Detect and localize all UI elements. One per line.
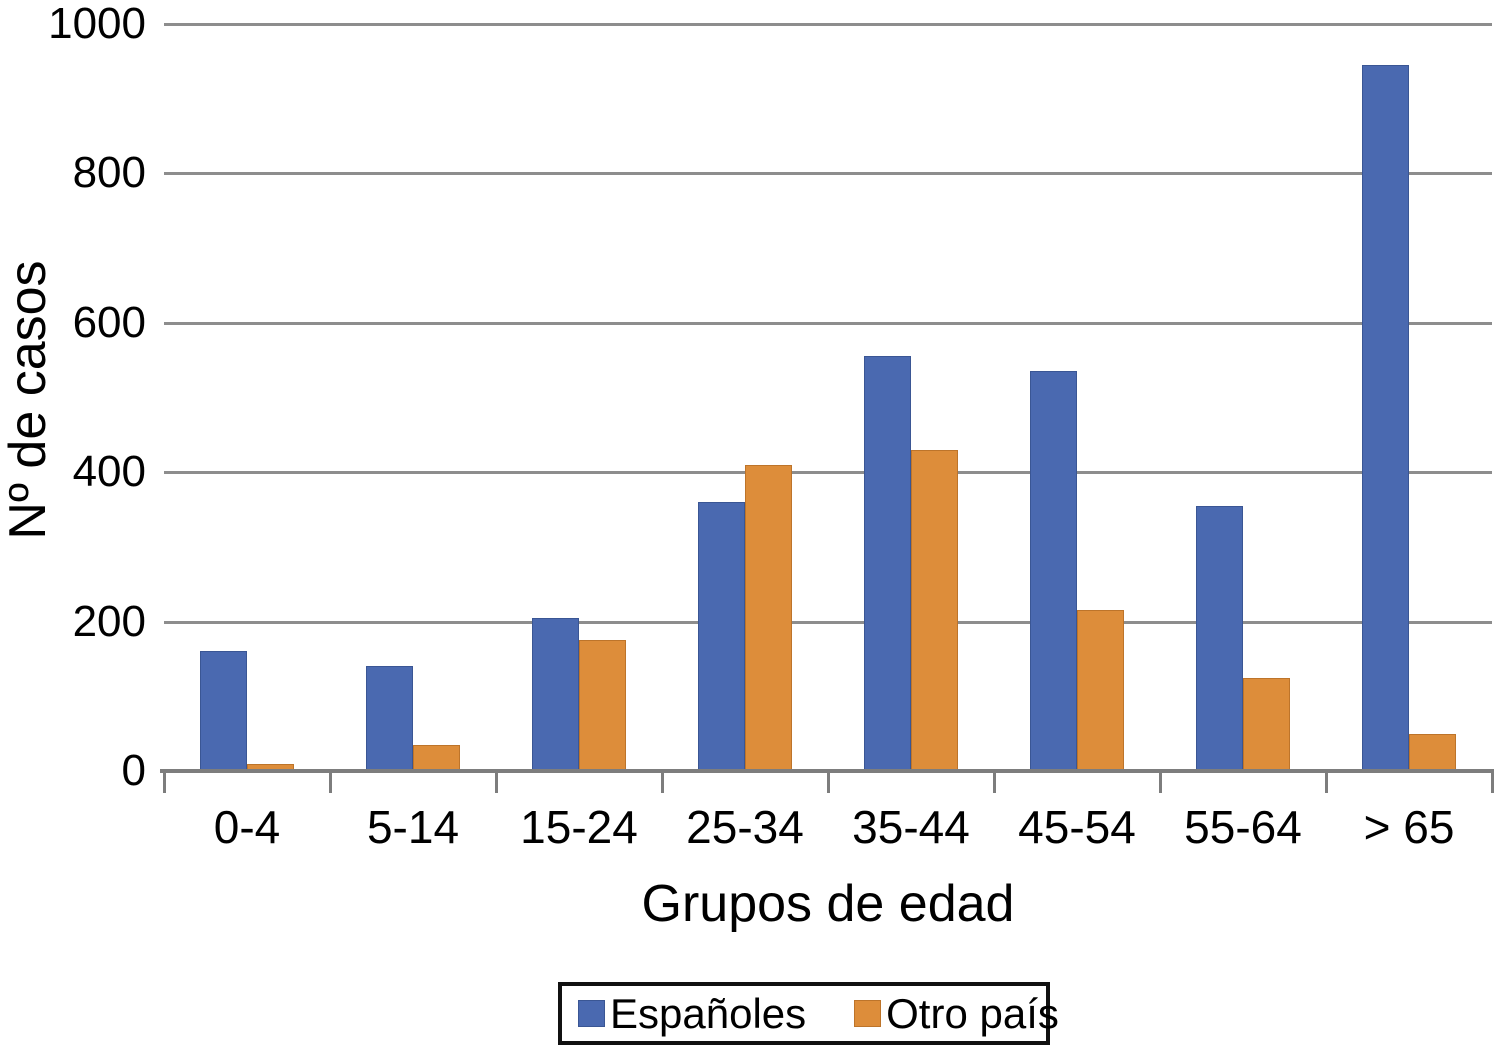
legend-swatch-otro-pais [854, 1000, 882, 1027]
gridline-200 [164, 620, 1492, 624]
x-axis-tick [328, 773, 332, 793]
bar-group-0-4 [164, 651, 330, 771]
x-tick-label-25-34: 25-34 [686, 801, 804, 853]
x-tick-label-65: > 65 [1363, 801, 1455, 853]
legend-entry-espanoles: Españoles [578, 989, 807, 1037]
x-axis-tick [826, 773, 830, 793]
bar-espanoles-35-44 [864, 356, 911, 771]
gridline-1000 [164, 23, 1492, 26]
x-tick-label-35-44: 35-44 [852, 801, 970, 853]
bar-group-5-14 [330, 666, 496, 771]
x-axis-title: Grupos de edad [641, 875, 1015, 933]
y-tick-label-200: 200 [72, 596, 146, 646]
bar-otro-pais-25-34 [745, 465, 792, 771]
bar-group-15-24 [496, 618, 662, 771]
bar-group-65 [1326, 65, 1492, 771]
plot-area [160, 23, 1494, 793]
bar-group-35-44 [828, 356, 994, 771]
y-tick-label-800: 800 [72, 148, 146, 198]
bar-espanoles-55-64 [1196, 506, 1243, 771]
legend-entry-otro-pais: Otro país [854, 989, 1059, 1037]
x-axis-tick [494, 773, 498, 793]
bar-espanoles-5-14 [366, 666, 413, 771]
legend-label-espanoles: Españoles [610, 989, 807, 1037]
legend: Españoles Otro país [558, 982, 1059, 1045]
bar-group-45-54 [994, 371, 1160, 771]
bar-espanoles-45-54 [1030, 371, 1077, 771]
x-axis-tick [660, 773, 664, 793]
bar-espanoles-15-24 [532, 618, 579, 771]
bar-otro-pais-55-64 [1243, 678, 1290, 771]
bar-otro-pais-45-54 [1077, 610, 1124, 771]
y-axis-tick-labels: 0 200 400 600 800 1000 [0, 1, 150, 794]
bar-otro-pais-0-4 [247, 764, 294, 771]
bar-espanoles-65 [1362, 65, 1409, 771]
bar-group-25-34 [662, 465, 828, 771]
x-axis-tick [1324, 773, 1328, 793]
x-axis-tick [1490, 773, 1494, 793]
y-tick-label-600: 600 [72, 297, 146, 347]
x-tick-label-0-4: 0-4 [213, 801, 281, 853]
bar-otro-pais-65 [1409, 734, 1456, 771]
x-axis-tick-labels: 0-4 5-14 15-24 25-34 35-44 45-54 55-64 > 65 [164, 802, 1492, 858]
x-axis-line [160, 769, 1494, 773]
y-tick-label-0: 0 [121, 746, 146, 795]
bar-group-55-64 [1160, 506, 1326, 771]
x-tick-label-5-14: 5-14 [366, 801, 460, 853]
gridline-600 [164, 321, 1492, 325]
x-tick-label-15-24: 15-24 [520, 801, 638, 853]
gridline-400 [164, 471, 1492, 475]
gridline-800 [164, 172, 1492, 176]
bar-espanoles-25-34 [698, 502, 745, 771]
legend-label-otro-pais: Otro país [886, 989, 1059, 1037]
x-axis-tick [1158, 773, 1162, 793]
legend-swatch-espanoles [578, 1000, 605, 1027]
bar-otro-pais-35-44 [911, 450, 958, 771]
x-tick-label-55-64: 55-64 [1184, 801, 1302, 853]
x-tick-label-45-54: 45-54 [1018, 801, 1136, 853]
y-tick-label-1000: 1000 [48, 0, 146, 48]
y-tick-label-400: 400 [72, 447, 146, 497]
bar-otro-pais-5-14 [413, 745, 460, 771]
x-axis-tick [992, 773, 996, 793]
bar-espanoles-0-4 [200, 651, 247, 771]
bar-otro-pais-15-24 [579, 640, 626, 771]
x-axis-tick [162, 773, 166, 793]
